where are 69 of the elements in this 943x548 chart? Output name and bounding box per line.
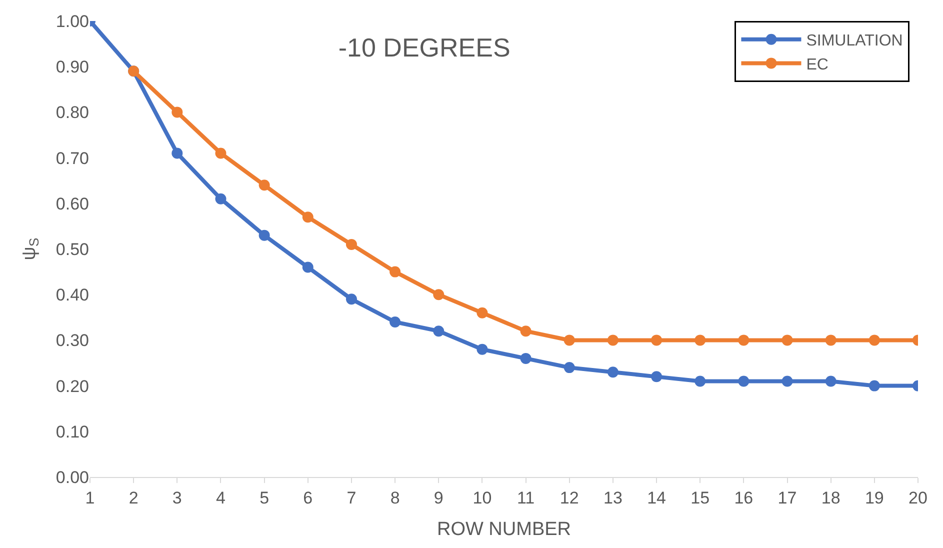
x-tick-label: 16 xyxy=(734,488,754,508)
x-tick-label: 15 xyxy=(690,488,710,508)
point xyxy=(607,334,618,346)
x-tick-label: 3 xyxy=(172,488,182,508)
point xyxy=(215,193,226,204)
x-axis-title: ROW NUMBER xyxy=(436,519,572,540)
point xyxy=(520,326,532,337)
point xyxy=(868,380,880,392)
point xyxy=(346,294,357,305)
x-tick-label: 13 xyxy=(603,488,622,508)
x-tick-label: 12 xyxy=(560,488,579,508)
point xyxy=(390,316,401,328)
point xyxy=(258,230,270,241)
point xyxy=(651,371,662,382)
point xyxy=(346,238,357,250)
y-tick-label: 0.70 xyxy=(56,148,89,168)
y-tick-label: 0.50 xyxy=(56,240,89,259)
x-tick-label: 2 xyxy=(128,488,138,508)
x-tick-label: 18 xyxy=(821,488,840,508)
point xyxy=(520,352,532,364)
point xyxy=(782,334,793,346)
point xyxy=(390,266,401,278)
x-tick-label: 7 xyxy=(346,488,356,508)
point xyxy=(564,362,575,374)
y-tick-label: 1.00 xyxy=(56,12,89,31)
point xyxy=(825,334,836,346)
point xyxy=(694,334,706,346)
point xyxy=(215,148,226,159)
point xyxy=(476,307,488,318)
x-tick-label: 19 xyxy=(864,488,884,508)
y-tick-label: 0.90 xyxy=(56,58,89,77)
y-tick-label: 0.00 xyxy=(56,468,89,487)
point xyxy=(476,344,488,355)
point xyxy=(607,366,618,378)
point xyxy=(172,148,183,159)
x-tick-label: 11 xyxy=(516,488,535,508)
point xyxy=(694,376,706,387)
point xyxy=(433,289,444,300)
x-tick-label: 20 xyxy=(908,488,928,508)
y-tick-label: 0.40 xyxy=(56,286,89,305)
y-tick-label: 0.80 xyxy=(56,103,89,122)
point xyxy=(564,334,575,346)
point xyxy=(172,106,183,118)
x-tick-label: 1 xyxy=(85,488,95,508)
point xyxy=(433,326,444,337)
point xyxy=(825,376,836,387)
x-tick-label: 17 xyxy=(778,488,797,508)
x-tick-label: 4 xyxy=(216,488,226,508)
point xyxy=(651,334,662,346)
y-tick-label: 0.20 xyxy=(56,376,89,396)
y-tick-label: 0.60 xyxy=(56,194,89,214)
point xyxy=(738,376,750,387)
x-tick-label: 10 xyxy=(472,488,492,508)
point xyxy=(868,334,880,346)
point xyxy=(302,262,314,273)
y-tick-label: 0.30 xyxy=(56,331,89,350)
point xyxy=(302,212,314,223)
x-tick-label: 8 xyxy=(390,488,400,508)
legend-label: EC xyxy=(806,56,828,74)
legend-label: SIMULATION xyxy=(806,32,903,50)
x-tick-label: 9 xyxy=(434,488,444,508)
point xyxy=(782,376,793,387)
y-tick-label: 0.10 xyxy=(56,422,89,442)
x-tick-label: 5 xyxy=(260,488,270,508)
x-tick-label: 6 xyxy=(303,488,313,508)
point xyxy=(258,180,270,191)
text: -10 DEGREES xyxy=(338,32,510,63)
point xyxy=(738,334,750,346)
x-tick-label: 14 xyxy=(647,488,666,508)
